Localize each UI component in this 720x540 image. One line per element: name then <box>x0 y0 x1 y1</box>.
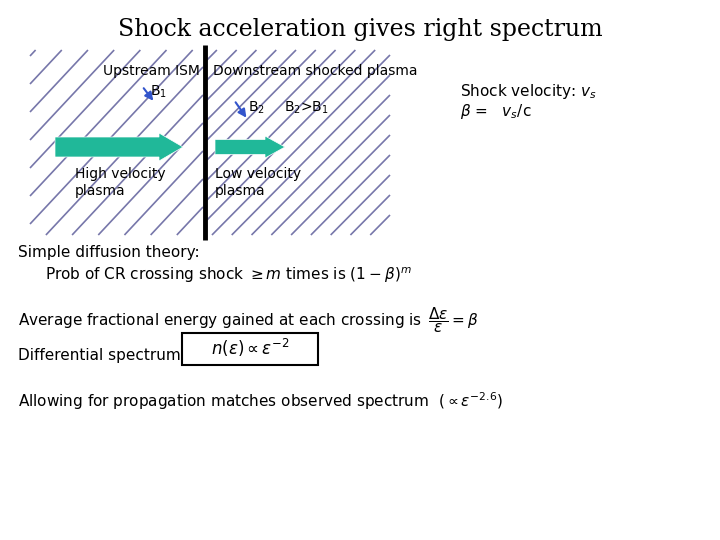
Text: Downstream shocked plasma: Downstream shocked plasma <box>213 64 418 78</box>
Text: Average fractional energy gained at each crossing is $\,\dfrac{\Delta\varepsilon: Average fractional energy gained at each… <box>18 305 479 335</box>
Text: High velocity
plasma: High velocity plasma <box>75 167 166 198</box>
Text: B$_1$: B$_1$ <box>150 84 167 100</box>
Text: $\beta$ =   $v_s$/c: $\beta$ = $v_s$/c <box>460 102 531 121</box>
Text: Low velocity
plasma: Low velocity plasma <box>215 167 301 198</box>
Text: Differential spectrum is: Differential spectrum is <box>18 348 198 363</box>
Text: B$_2$>B$_1$: B$_2$>B$_1$ <box>284 100 329 117</box>
Text: Simple diffusion theory:: Simple diffusion theory: <box>18 245 199 260</box>
Text: B$_2$: B$_2$ <box>248 100 265 117</box>
Text: Upstream ISM: Upstream ISM <box>103 64 200 78</box>
FancyArrow shape <box>215 136 285 158</box>
Text: $n(\varepsilon) \propto \varepsilon^{-2}$: $n(\varepsilon) \propto \varepsilon^{-2}… <box>211 337 289 359</box>
FancyBboxPatch shape <box>182 333 318 365</box>
Text: Allowing for propagation matches observed spectrum  $(\propto \varepsilon^{-2.6}: Allowing for propagation matches observe… <box>18 390 503 411</box>
Text: Shock acceleration gives right spectrum: Shock acceleration gives right spectrum <box>117 18 603 41</box>
FancyArrow shape <box>55 133 183 161</box>
Text: Shock velocity: $v_s$: Shock velocity: $v_s$ <box>460 82 597 101</box>
Text: Prob of CR crossing shock $\geq m$ times is $(1-\beta)^m$: Prob of CR crossing shock $\geq m$ times… <box>45 265 412 285</box>
